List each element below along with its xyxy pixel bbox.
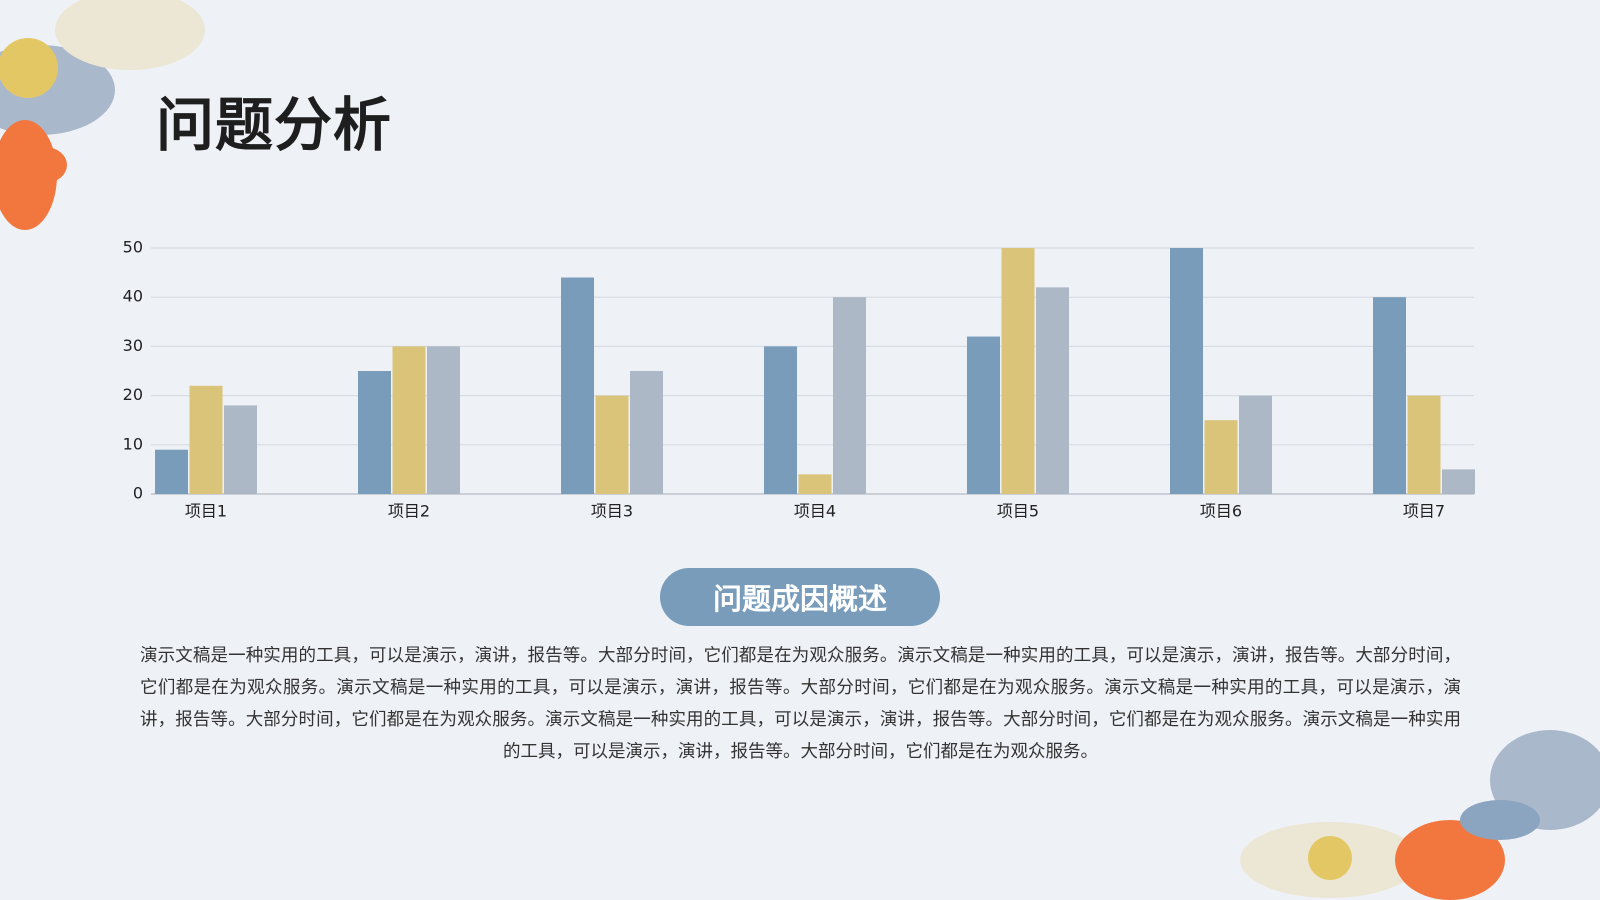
bar <box>833 297 866 494</box>
x-tick-label: 项目5 <box>997 502 1039 521</box>
bar <box>595 395 629 494</box>
y-tick-label: 30 <box>123 336 143 355</box>
y-tick-label: 10 <box>123 434 143 453</box>
x-tick-label: 项目7 <box>1403 502 1445 521</box>
bar <box>764 346 797 494</box>
y-tick-label: 40 <box>123 287 143 306</box>
bar <box>1407 395 1441 494</box>
x-tick-label: 项目1 <box>185 502 227 521</box>
bar <box>427 346 460 494</box>
bar <box>630 371 663 494</box>
bar <box>1001 248 1035 494</box>
flowers-bottom-right <box>1240 730 1600 900</box>
bar <box>224 405 257 494</box>
bar <box>358 371 391 494</box>
slide-title: 问题分析 <box>156 91 393 159</box>
bar <box>798 474 832 494</box>
x-tick-label: 项目2 <box>388 502 430 521</box>
bar <box>967 336 1000 494</box>
x-tick-label: 项目3 <box>591 502 633 521</box>
y-tick-label: 0 <box>133 484 143 503</box>
flowers-top-left <box>0 0 205 230</box>
bar <box>1204 420 1238 494</box>
bar <box>1239 395 1272 494</box>
body-text: 演示文稿是一种实用的工具，可以是演示，演讲，报告等。大部分时间，它们都是在为观众… <box>140 646 1461 762</box>
bar <box>392 346 426 494</box>
bar <box>1170 248 1203 494</box>
bar <box>189 385 223 494</box>
y-tick-label: 50 <box>123 238 143 257</box>
bar <box>1373 297 1406 494</box>
section-label: 问题成因概述 <box>660 568 940 626</box>
bar <box>155 449 188 494</box>
x-tick-label: 项目6 <box>1200 502 1242 521</box>
y-tick-label: 20 <box>123 385 143 404</box>
bar <box>1036 287 1069 494</box>
x-tick-label: 项目4 <box>794 502 836 521</box>
bar <box>561 277 594 494</box>
bar <box>1442 469 1475 494</box>
